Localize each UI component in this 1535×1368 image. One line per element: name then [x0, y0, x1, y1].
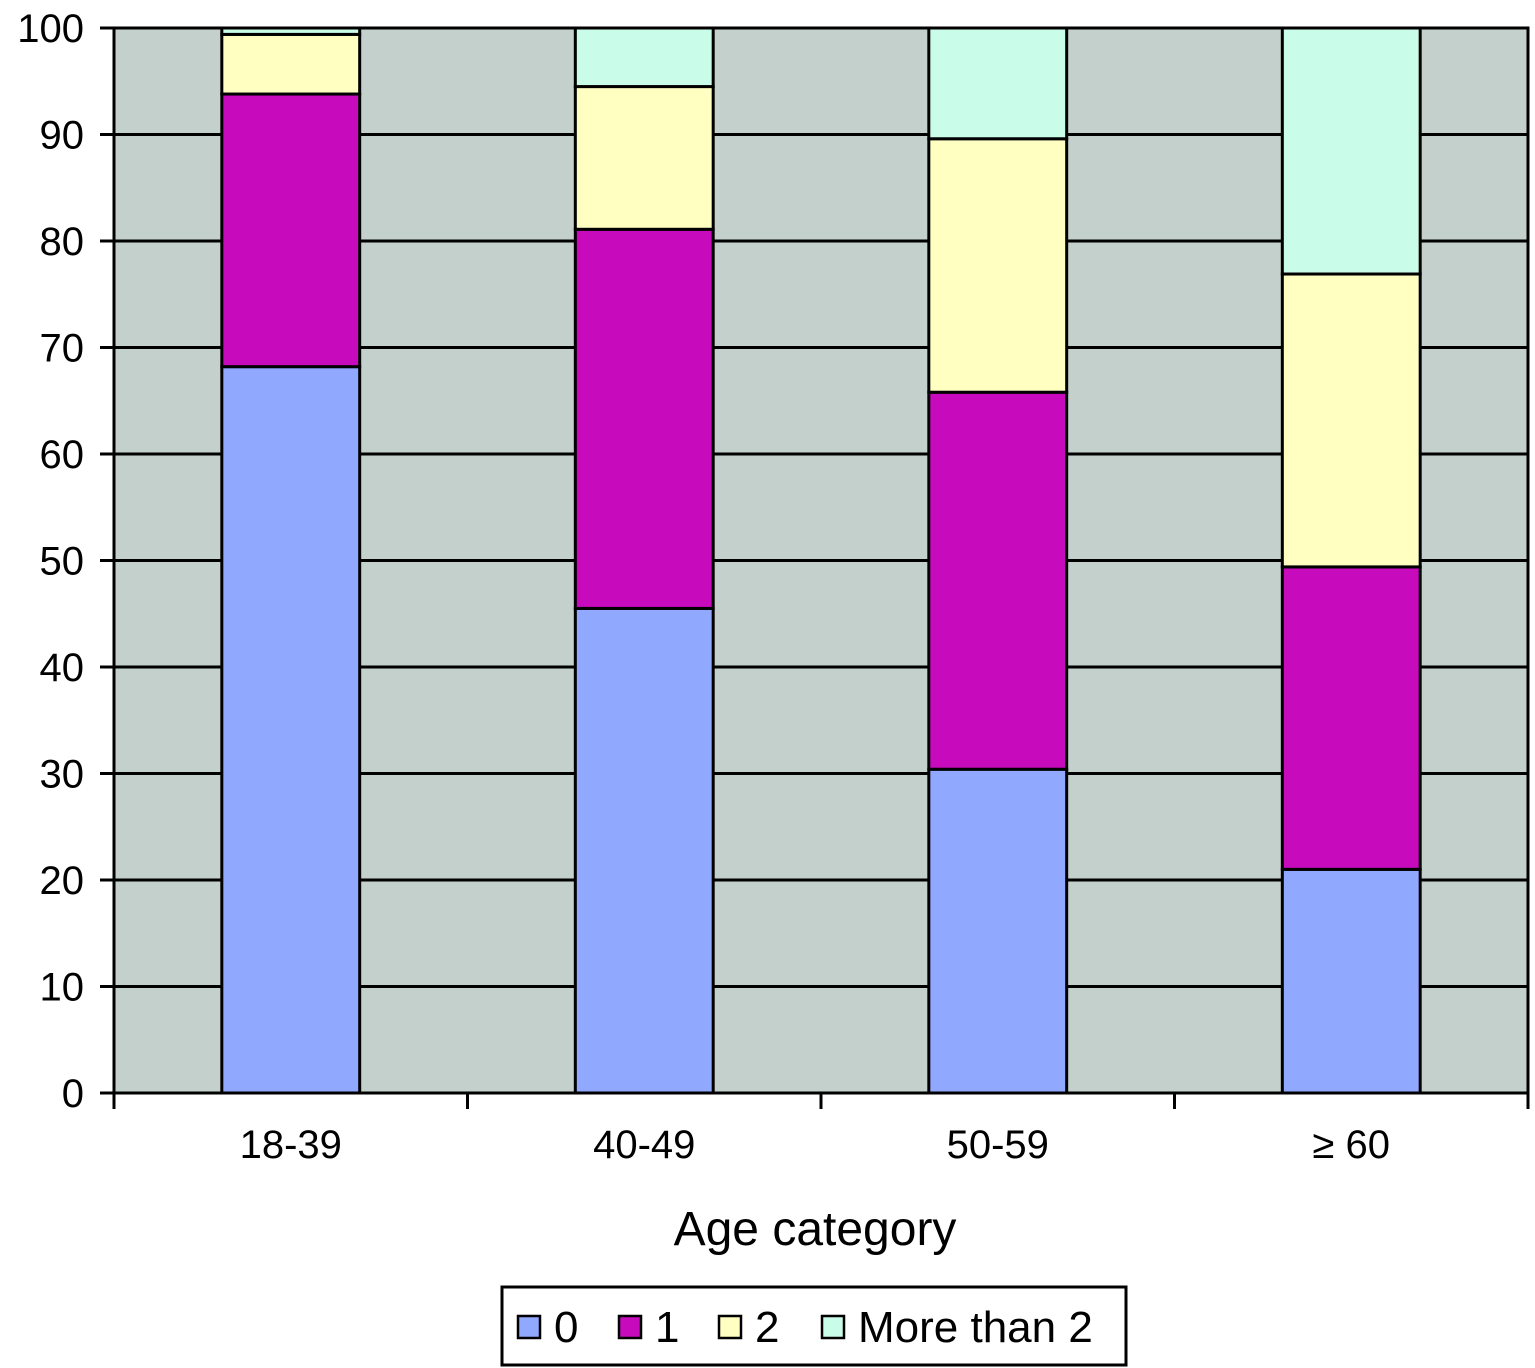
bar-segment	[1280, 565, 1422, 871]
y-tick-label: 30	[40, 753, 85, 797]
x-axis-title: Age category	[674, 1203, 957, 1256]
axes	[100, 26, 1530, 1109]
x-tick-labels: 18-39 40-49 50-59 ≥ 60	[240, 1123, 1390, 1167]
x-tick-label: 18-39	[240, 1123, 342, 1167]
bar-segment	[220, 365, 362, 1095]
x-tick-label: ≥ 60	[1312, 1123, 1390, 1167]
y-tick-label: 40	[40, 646, 85, 690]
legend: 0 1 2 More than 2	[500, 1285, 1128, 1367]
legend-label: 0	[554, 1303, 578, 1352]
bar-segment	[220, 26, 362, 36]
legend-label: 2	[755, 1303, 779, 1352]
bar-segment	[927, 137, 1069, 394]
y-tick-label: 90	[40, 114, 85, 158]
legend-box	[500, 1285, 1128, 1367]
y-tick-label: 0	[62, 1072, 84, 1116]
y-tick-label: 60	[40, 433, 85, 477]
y-tick-labels: 0 10 20 30 40 50 60 70 80 90 100	[17, 7, 84, 1116]
bar-segment	[573, 85, 715, 231]
y-tick-label: 20	[40, 859, 85, 903]
bar-segment	[1280, 867, 1422, 1095]
y-tick-label: 100	[17, 7, 84, 51]
bar-segment	[573, 26, 715, 89]
y-tick-label: 50	[40, 540, 85, 584]
x-tick-label: 50-59	[947, 1123, 1049, 1167]
legend-label: 1	[655, 1303, 679, 1352]
bar-segment	[220, 92, 362, 369]
legend-swatch	[617, 1314, 643, 1340]
y-tick-label: 80	[40, 220, 85, 264]
x-tick-label: 40-49	[593, 1123, 695, 1167]
bar-segment	[927, 390, 1069, 771]
bar-segment	[927, 767, 1069, 1095]
legend-swatch	[516, 1314, 542, 1340]
bar-segment	[220, 32, 362, 96]
y-tick-label: 10	[40, 966, 85, 1010]
bar-segment	[927, 26, 1069, 141]
y-tick-label: 70	[40, 327, 85, 371]
bar-segment	[1280, 272, 1422, 569]
legend-label: More than 2	[858, 1303, 1093, 1352]
legend-swatch	[717, 1314, 743, 1340]
bars	[220, 26, 1422, 1095]
legend-swatch	[820, 1314, 846, 1340]
bar-segment	[573, 606, 715, 1095]
bar-segment	[1280, 26, 1422, 276]
bar-segment	[573, 227, 715, 610]
